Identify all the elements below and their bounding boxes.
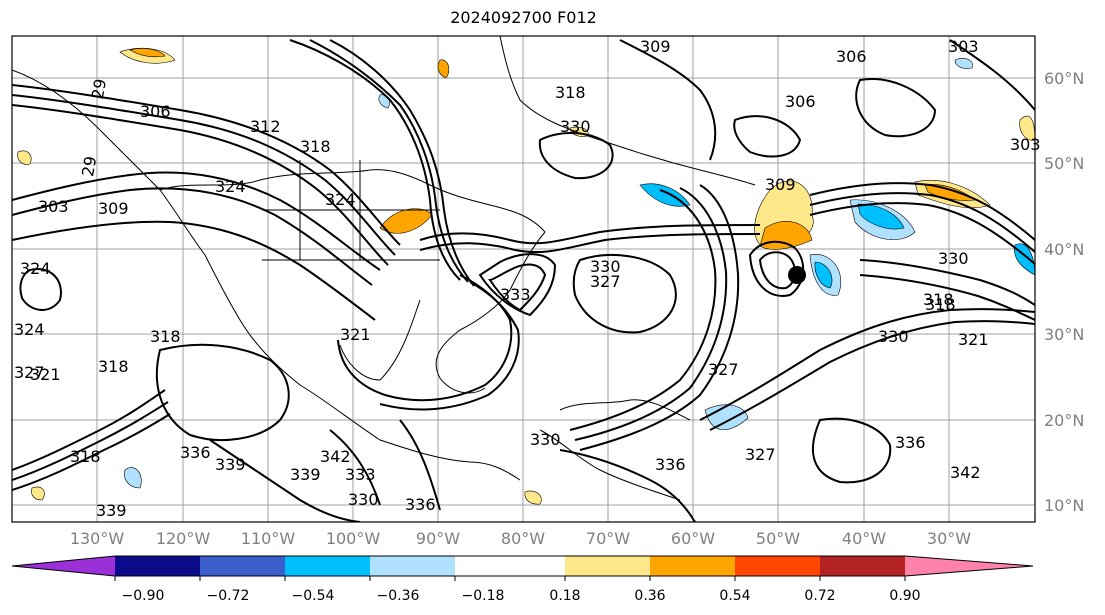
colorbar-tick: 0.36 [634, 588, 665, 604]
colorbar-tick: −0.90 [122, 588, 165, 604]
map-title: 2024092700 F012 [450, 8, 597, 27]
colorbar-tick: −0.36 [377, 588, 420, 604]
contour-label: 321 [958, 330, 989, 349]
contour-label: 327 [14, 363, 45, 382]
lon-label-90w: 90°W [416, 529, 460, 548]
contour-label: 330 [560, 117, 591, 136]
lat-label-30n: 30°N [1044, 325, 1084, 344]
contour-label: 330 [590, 257, 621, 276]
contour-label: 29 [88, 77, 110, 100]
storm-center-dot [788, 266, 806, 284]
contour-label: 339 [96, 501, 127, 520]
contour-label: 330 [348, 490, 379, 509]
contour-label: 330 [878, 327, 909, 346]
contour-label: 342 [950, 463, 981, 482]
contour-label: 339 [290, 465, 321, 484]
graticule [12, 36, 1035, 522]
contour-label: 309 [765, 175, 796, 194]
colorbar-tick: 0.54 [719, 588, 750, 604]
contour-label: 303 [1010, 135, 1041, 154]
contour-label: 318 [555, 83, 586, 102]
contour-label: 327 [590, 272, 621, 291]
contour-label: 324 [14, 320, 45, 339]
lon-label-50w: 50°W [756, 529, 800, 548]
colorbar-tick: −0.54 [292, 588, 335, 604]
lon-label-120w: 120°W [156, 529, 211, 548]
map-frame [11, 35, 1036, 523]
contour-label: 318 [300, 137, 331, 156]
colorbar-bin [285, 556, 370, 576]
contour-label: 336 [895, 433, 926, 452]
contour-label: 327 [708, 360, 739, 379]
longitude-axis: 130°W 120°W 110°W 100°W 90°W 80°W 70°W 6… [70, 529, 971, 548]
shaded-anomalies [17, 47, 1035, 505]
contour-label: 312 [250, 117, 281, 136]
contour-label: 336 [180, 443, 211, 462]
colorbar-tick: 0.90 [889, 588, 920, 604]
coastlines [12, 36, 756, 501]
lat-label-60n: 60°N [1044, 69, 1084, 88]
colorbar-bin [370, 556, 455, 576]
colorbar-bin [565, 556, 650, 576]
contour-label: 333 [345, 465, 376, 484]
contour-label: 324 [325, 190, 356, 209]
contour-label: 324 [215, 177, 246, 196]
lon-label-60w: 60°W [671, 529, 715, 548]
lon-label-110w: 110°W [241, 529, 296, 548]
colorbar-bin [650, 556, 735, 576]
latitude-axis: 60°N 50°N 40°N 30°N 20°N 10°N [1044, 69, 1084, 515]
colorbar-tick: 0.72 [804, 588, 835, 604]
contour-label: 327 [745, 445, 776, 464]
contours [12, 39, 1035, 522]
contour-label: 324 [20, 259, 51, 278]
colorbar-tick: 0.18 [549, 588, 580, 604]
colorbar-bin [455, 556, 565, 576]
colorbar-bin [115, 556, 200, 576]
contour-label: 321 [340, 325, 371, 344]
contour-label: 342 [320, 447, 351, 466]
contour-label: 336 [655, 455, 686, 474]
contour-label: 330 [530, 430, 561, 449]
contour-label: 333 [500, 285, 531, 304]
colorbar-extend-high [905, 556, 1033, 576]
contour-label: 318 [150, 327, 181, 346]
colorbar-tick: −0.18 [462, 588, 505, 604]
contour-label: 318 [70, 447, 101, 466]
contour-label: 306 [785, 92, 816, 111]
contour-label: 303 [38, 197, 69, 216]
lon-label-30w: 30°W [927, 529, 971, 548]
lat-label-40n: 40°N [1044, 240, 1084, 259]
colorbar-bin [200, 556, 285, 576]
contour-label: 318 [923, 290, 954, 309]
contour-label: 309 [640, 37, 671, 56]
contour-label: 330 [938, 249, 969, 268]
contour-label: 318 [925, 295, 956, 314]
colorbar: −0.90 −0.72 −0.54 −0.36 −0.18 0.18 0.36 … [11, 555, 1034, 604]
contour-label: 306 [836, 47, 867, 66]
lon-label-70w: 70°W [586, 529, 630, 548]
lon-label-80w: 80°W [501, 529, 545, 548]
colorbar-bin [820, 556, 905, 576]
contour-label: 336 [405, 495, 436, 514]
lat-label-10n: 10°N [1044, 496, 1084, 515]
contour-label: 321 [30, 365, 61, 384]
contour-label: 29 [78, 155, 100, 178]
lon-label-100w: 100°W [326, 529, 381, 548]
contour-label: 306 [140, 102, 171, 121]
colorbar-extend-low [12, 556, 115, 576]
lon-label-130w: 130°W [70, 529, 125, 548]
contour-label: 318 [98, 357, 129, 376]
contour-label: 309 [98, 199, 129, 218]
lon-label-40w: 40°W [842, 529, 886, 548]
colorbar-bin [735, 556, 820, 576]
contour-label: 339 [215, 455, 246, 474]
contour-label: 303 [948, 37, 979, 56]
colorbar-tick: −0.72 [207, 588, 250, 604]
contour-label-group: 29 306 312 318 303 309 29 324 324 324 31… [14, 37, 1041, 520]
lat-label-50n: 50°N [1044, 154, 1084, 173]
lat-label-20n: 20°N [1044, 411, 1084, 430]
